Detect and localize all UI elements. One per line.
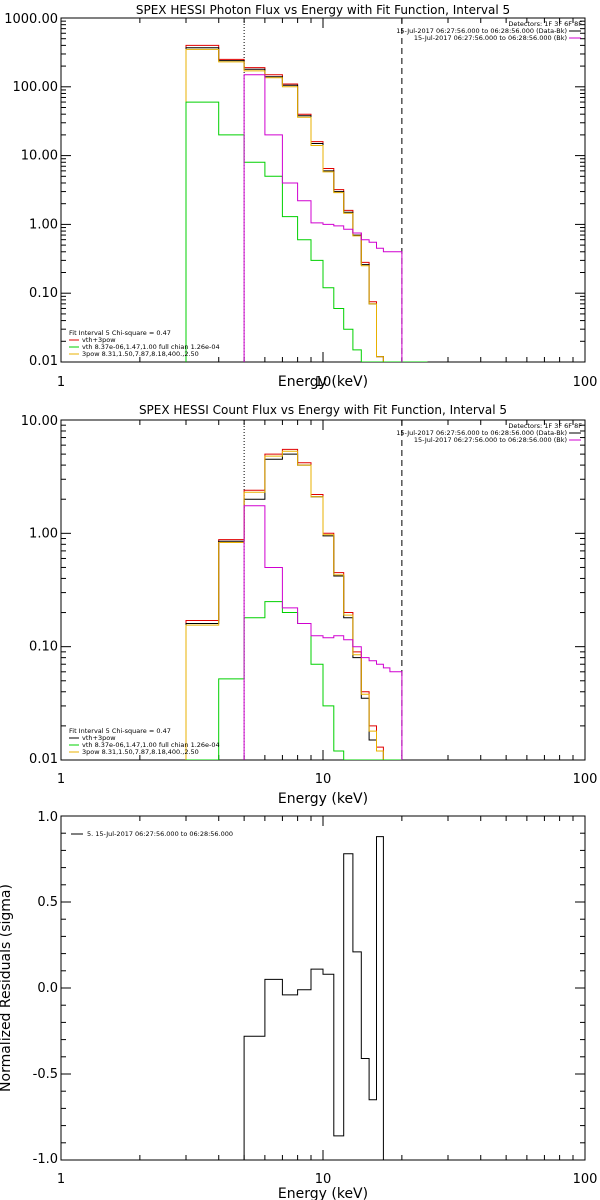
legend-entry-text: vth+3pow — [82, 336, 116, 344]
series-line-3pow — [185, 450, 402, 760]
data-area — [243, 836, 384, 1160]
y-tick-label: 100.00 — [13, 80, 59, 95]
series-line-data-bk — [185, 47, 428, 362]
x-tick-label: 10 — [315, 375, 332, 390]
legend-top-left: 5. 15-Jul-2017 06:27:56.000 to 06:28:56.… — [71, 830, 233, 838]
chart-title: SPEX HESSI Count Flux vs Energy with Fit… — [139, 403, 507, 417]
x-tick-label: 1 — [57, 772, 65, 787]
legend-bottom-left: Fit Interval 5 Chi-square = 0.47vth+3pow… — [69, 329, 220, 358]
y-tick-label: 10.00 — [21, 149, 58, 164]
legend-header: Fit Interval 5 Chi-square = 0.47 — [69, 329, 171, 337]
legend-entry-text: 15-Jul-2017 06:27:56.000 to 06:28:56.000… — [414, 436, 567, 444]
legend-entry-text: 3pow 8.31,1.50,7.87,8.18,400.,2.50 — [82, 748, 199, 756]
series-line-vth — [185, 101, 428, 362]
legend-bottom-left: Fit Interval 5 Chi-square = 0.47vth+3pow… — [69, 727, 220, 756]
y-tick-label: 1.00 — [29, 217, 58, 232]
x-tick-label: 1 — [57, 375, 65, 390]
x-tick-label: 100 — [573, 375, 598, 390]
legend-entry-text: 15-Jul-2017 06:27:56.000 to 06:28:56.000… — [396, 27, 567, 35]
x-axis: 1 10 100 — [57, 420, 598, 787]
legend-entry-text: vth 8.37e-06,1.47,1.00 full chian 1.26e-… — [82, 741, 220, 749]
y-tick-label: 10.00 — [21, 414, 58, 429]
series-line-bk — [243, 74, 403, 362]
x-axis: 1 10 100 — [57, 816, 598, 1187]
data-area — [185, 18, 428, 362]
count-flux-panel: SPEX HESSI Count Flux vs Energy with Fit… — [21, 403, 598, 807]
x-axis-label: Energy (keV) — [278, 791, 368, 807]
y-axis-label: Normalized Residuals (sigma) — [0, 884, 14, 1092]
chart-title: SPEX HESSI Photon Flux vs Energy with Fi… — [136, 3, 510, 17]
y-tick-label: 0.10 — [29, 286, 58, 301]
series-line-data-bk — [185, 453, 402, 760]
x-tick-label: 100 — [573, 1172, 598, 1187]
series-line-3pow — [185, 48, 428, 362]
y-tick-label: 0.01 — [29, 354, 58, 369]
y-tick-label: 0.01 — [29, 752, 58, 767]
x-tick-label: 100 — [573, 772, 598, 787]
y-tick-label: 1000.00 — [4, 12, 58, 27]
series-line-vth-3pow — [185, 448, 402, 760]
series-line-vth-3pow — [185, 44, 428, 362]
x-axis: 1 10 100 — [57, 18, 598, 390]
x-axis-label: Energy (keV) — [278, 374, 368, 390]
y-tick-label: 0.0 — [37, 981, 58, 996]
series-line-vth — [186, 601, 402, 760]
axes-frame — [60, 419, 586, 761]
y-tick-label: 0.10 — [29, 640, 58, 655]
data-area — [185, 420, 403, 760]
x-tick-label: 10 — [315, 1172, 332, 1187]
y-tick-label: 1.0 — [37, 810, 58, 825]
x-axis-label: Energy (keV) — [278, 1186, 368, 1200]
legend-entry-text: 3pow 8.31,1.50,7.87,8.18,400.,2.50 — [82, 350, 199, 358]
legend-entry-text: 15-Jul-2017 06:27:56.000 to 06:28:56.000… — [396, 429, 567, 437]
legend-header: Fit Interval 5 Chi-square = 0.47 — [69, 727, 171, 735]
legend-entry-text: 15-Jul-2017 06:27:56.000 to 06:28:56.000… — [414, 34, 567, 42]
y-tick-label: 0.5 — [37, 895, 58, 910]
y-tick-label: -1.0 — [33, 1152, 58, 1167]
y-tick-label: -0.5 — [33, 1067, 58, 1082]
legend-entry-text: 5. 15-Jul-2017 06:27:56.000 to 06:28:56.… — [87, 830, 233, 838]
residuals-panel: Energy (keV) Normalized Residuals (sigma)… — [0, 810, 597, 1200]
axes-frame — [60, 17, 586, 363]
y-axis: 0.01 0.10 1.00 10.00 — [21, 414, 585, 767]
x-tick-label: 1 — [57, 1172, 65, 1187]
legend-header: Detectors: 1F 3F 6F 8F — [508, 422, 582, 430]
y-axis: -1.0 -0.5 0.0 0.5 1.0 — [33, 810, 585, 1167]
x-tick-label: 10 — [315, 772, 332, 787]
series-line-bk — [243, 505, 403, 760]
y-axis: 0.01 0.10 1.00 10.00 100.00 1000.00 — [4, 12, 585, 369]
series-line-residuals — [243, 836, 384, 1160]
axes-frame — [60, 815, 586, 1161]
legend-entry-text: vth 8.37e-06,1.47,1.00 full chian 1.26e-… — [82, 343, 220, 351]
y-tick-label: 1.00 — [29, 526, 58, 541]
legend-header: Detectors: 1F 3F 6F 8F — [508, 20, 582, 28]
photon-flux-panel: SPEX HESSI Photon Flux vs Energy with Fi… — [4, 3, 597, 390]
legend-entry-text: vth+3pow — [82, 734, 116, 742]
